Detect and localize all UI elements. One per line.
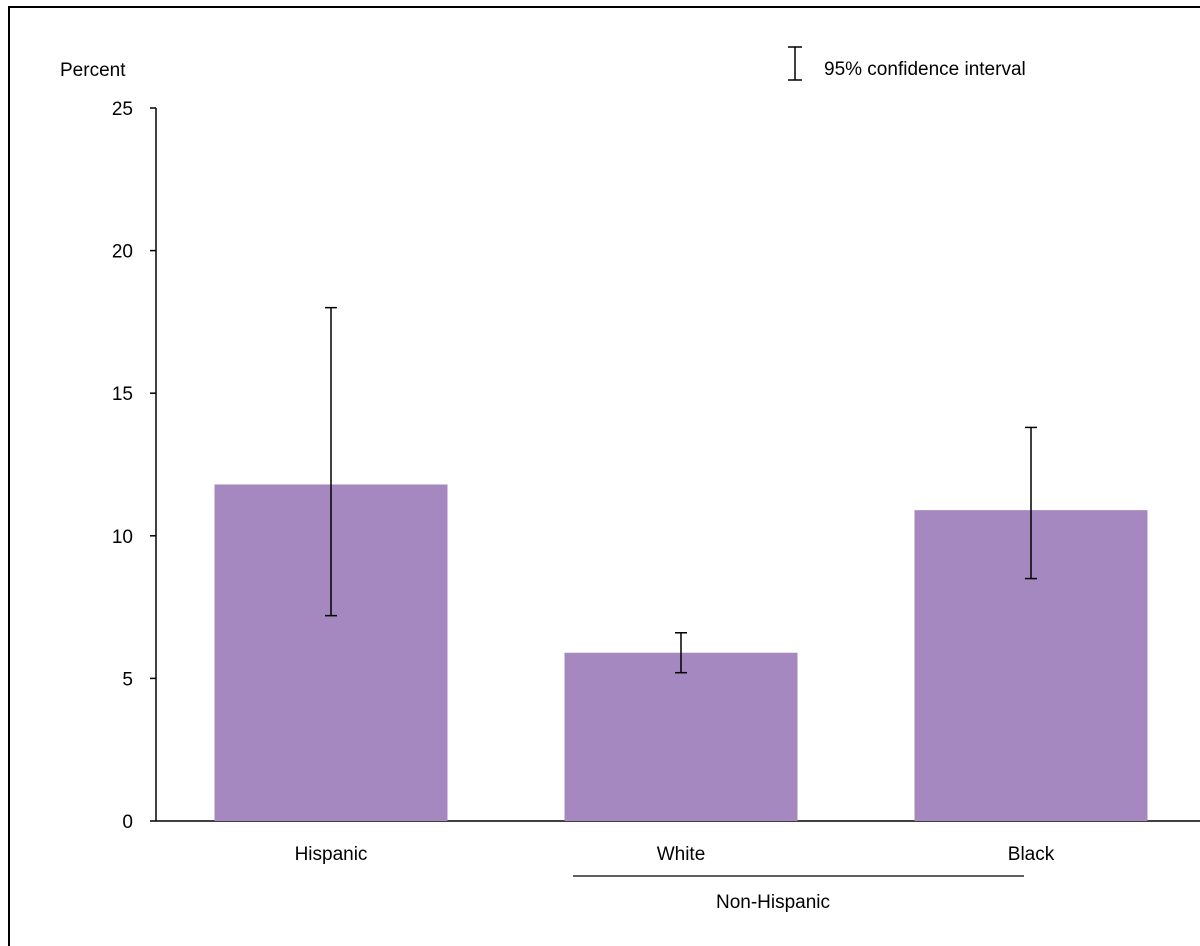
error-bar-black [1025,426,1037,580]
legend-ci-icon [788,46,802,81]
y-axis-label: Percent [60,60,126,81]
error-bar-white [675,632,687,674]
x-tick-labels: Hispanic White Black [295,844,1055,865]
y-tick-label: 20 [112,242,133,263]
y-tick-label: 5 [122,669,133,690]
x-tick-label: Hispanic [295,844,368,865]
legend: 95% confidence interval [788,46,1026,81]
x-tick-label: White [657,844,706,865]
y-ticks: 0 5 10 15 20 25 [112,99,156,833]
legend-label: 95% confidence interval [824,59,1026,80]
y-tick-label: 0 [122,812,133,833]
y-tick-label: 25 [112,99,133,120]
error-bars [325,306,1037,674]
y-tick-label: 10 [112,527,133,548]
chart-frame [8,6,1200,946]
group-label: Non-Hispanic [716,892,830,913]
y-tick-label: 15 [112,384,133,405]
error-bar-hispanic [325,306,337,617]
bar-white [564,652,798,821]
x-tick-label: Black [1008,844,1055,865]
